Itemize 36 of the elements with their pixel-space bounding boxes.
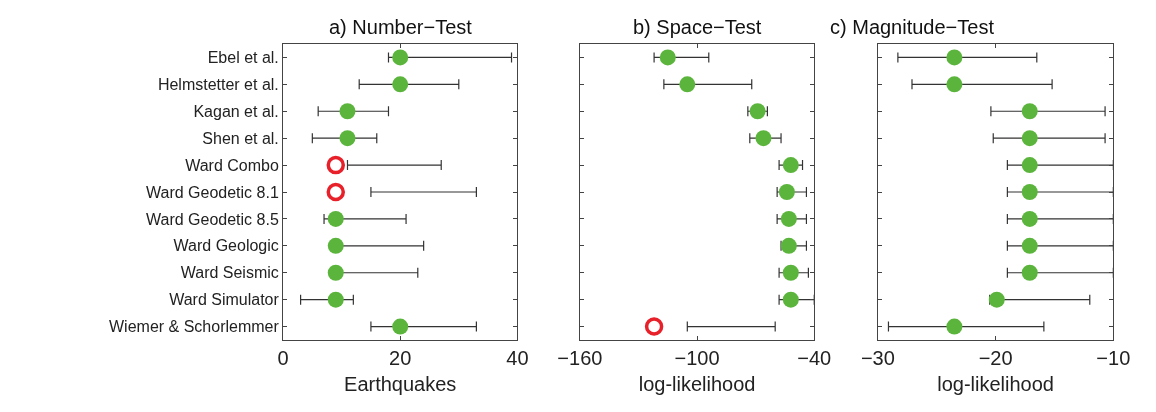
point [778,184,795,200]
y-tick-label: Ward Geodetic 8.1 [146,183,279,201]
point [780,210,797,227]
y-tick-label: Helmstetter et al. [157,75,279,93]
y-tick-label: Shen et al. [202,129,279,147]
x-tick-label: −100 [674,347,720,369]
point [780,237,797,254]
chart-title: c) Magnitude−Test [830,16,995,38]
y-tick-label: Ward Combo [185,156,279,174]
x-tick-label: −40 [797,347,832,369]
y-tick-label: Ebel et al. [207,49,279,67]
y-tick-label: Ward Simulator [169,291,280,309]
point [782,157,799,174]
y-tick-label: Ward Geologic [173,237,279,255]
point [755,130,772,147]
y-tick-label: Wiemer & Schorlemmer [109,318,280,336]
x-tick-label: −10 [1096,347,1131,369]
x-tick-label: −160 [557,347,603,369]
chart-title: a) Number−Test [329,16,473,38]
x-tick-label: −30 [860,347,895,369]
y-tick-label: Ward Seismic [180,264,279,282]
y-tick-label: Kagan et al. [193,102,279,120]
point [782,264,799,281]
point [679,76,696,93]
y-tick-label: Ward Geodetic 8.5 [146,210,279,228]
chart-title: b) Space−Test [633,16,762,38]
point [659,49,676,66]
x-tick-label: −20 [978,347,1013,369]
x-tick-label: 0 [277,347,289,369]
x-tick-label: 20 [389,347,412,369]
point [782,291,799,308]
x-axis-title: log-likelihood [937,372,1054,395]
point [644,317,664,336]
x-tick-label: 40 [506,347,529,369]
x-axis-title: log-likelihood [638,372,756,395]
x-axis-title: Earthquakes [344,372,457,395]
